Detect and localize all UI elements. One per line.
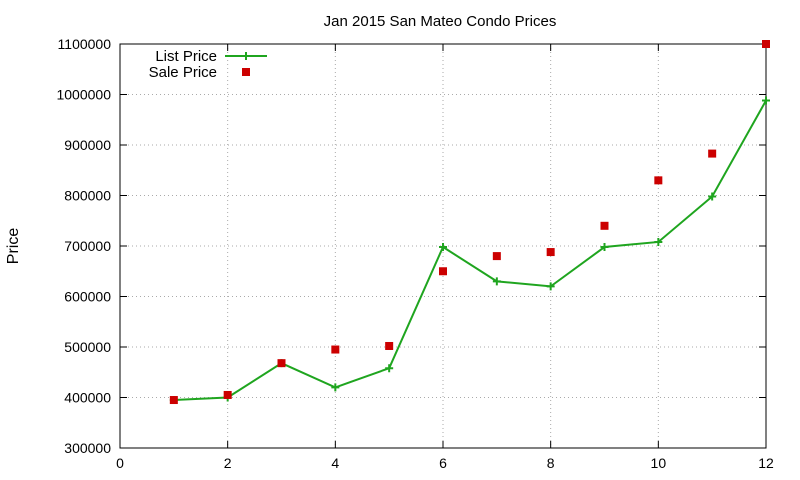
sale-price-point [277, 359, 286, 368]
list-price-point [492, 277, 501, 286]
series-layer [169, 40, 770, 405]
sale-price-point [331, 345, 340, 354]
sale-price-point [385, 341, 394, 350]
legend-label-sale-price: Sale Price [149, 64, 217, 81]
y-tick-label: 400000 [64, 390, 111, 406]
list-price-point [546, 282, 555, 291]
y-tick-label: 1000000 [56, 87, 111, 103]
y-tick-label: 500000 [64, 339, 111, 355]
list-price-point [600, 243, 609, 252]
list-price-point [654, 237, 663, 246]
sale-price-point [546, 248, 555, 257]
x-tick-label: 12 [758, 455, 774, 471]
ticks-layer: 0 2 4 6 8 10 12 300000 400000 500000 600000 700000 8… [56, 36, 774, 471]
sale-price-point [223, 390, 232, 399]
legend-mark-sale-price [242, 68, 250, 76]
legend: List Price Sale Price [149, 48, 267, 81]
legend-square-sale-price [242, 68, 250, 76]
y-tick-label: 700000 [64, 238, 111, 254]
list-price-line [173, 100, 767, 402]
list-price-point [762, 96, 770, 105]
sale-price-point [492, 252, 501, 261]
sale-price-point [600, 221, 609, 230]
list-price-point [385, 364, 394, 373]
y-tick-label: 1100000 [58, 36, 112, 52]
x-tick-label: 0 [116, 455, 124, 471]
x-tick-label: 10 [651, 455, 667, 471]
y-tick-label: 800000 [64, 188, 111, 204]
y-tick-label: 300000 [64, 440, 111, 456]
legend-label-list-price: List Price [155, 48, 217, 65]
y-tick-label: 900000 [64, 137, 111, 153]
x-tick-label: 2 [224, 455, 232, 471]
grid-layer [120, 44, 766, 448]
y-tick-label: 600000 [64, 289, 111, 305]
x-tick-label: 6 [439, 455, 447, 471]
y-axis-label: Price [5, 228, 22, 265]
list-price-point [439, 243, 447, 252]
legend-plus-list-price [242, 52, 250, 60]
sale-price-point [439, 267, 447, 276]
sale-price-point [708, 149, 717, 158]
x-tick-label: 4 [331, 455, 339, 471]
sale-price-point [169, 396, 178, 405]
x-tick-label: 8 [547, 455, 555, 471]
legend-mark-list-price [225, 52, 267, 60]
chart-title: Jan 2015 San Mateo Condo Prices [324, 13, 557, 30]
sale-price-point [654, 176, 663, 185]
sale-price-point [762, 40, 770, 48]
list-price-point [331, 383, 340, 392]
list-price-point [708, 192, 717, 201]
